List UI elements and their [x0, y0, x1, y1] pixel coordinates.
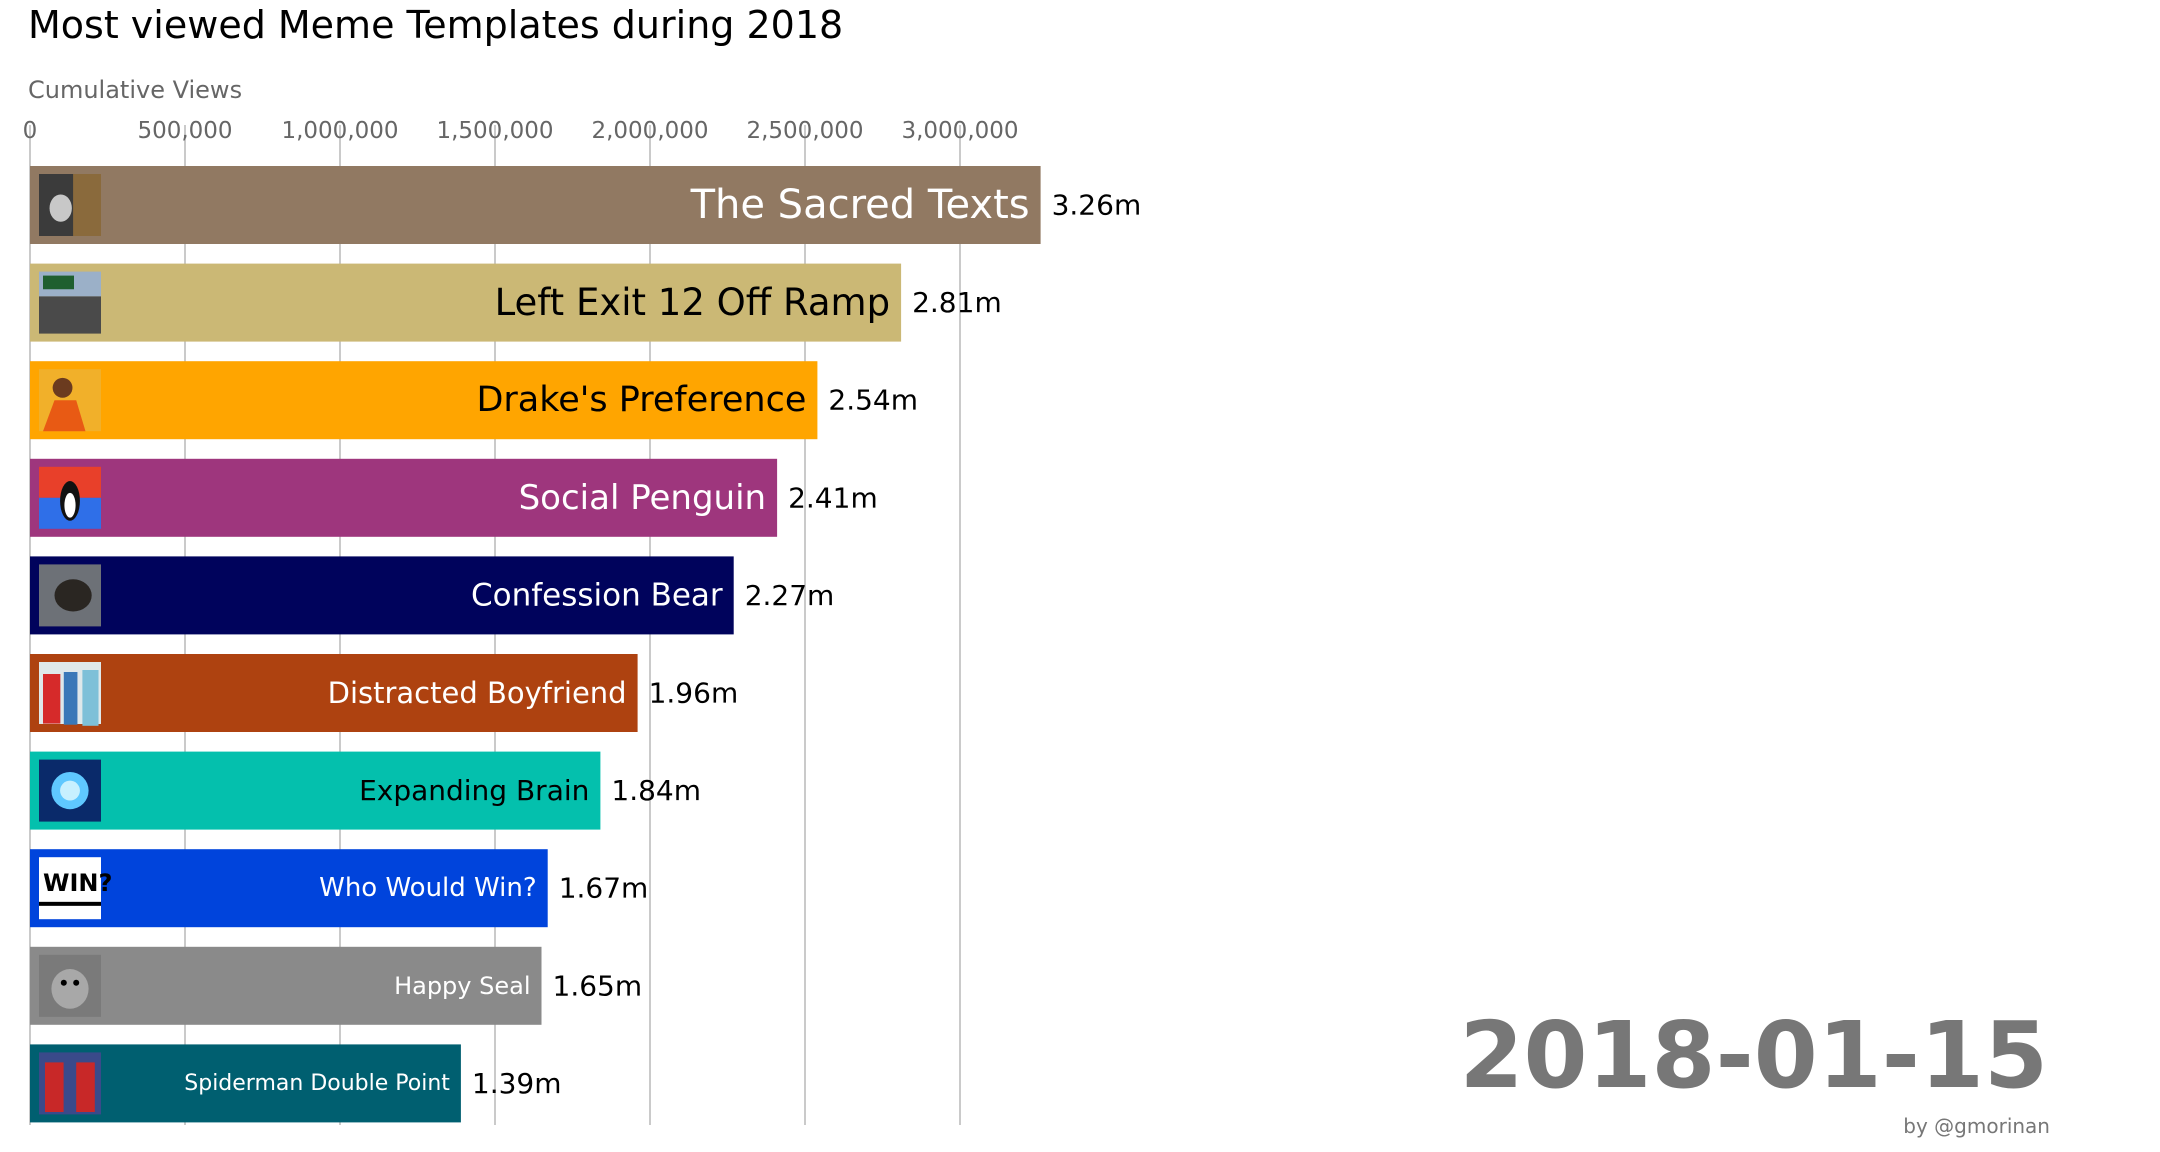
x-axis-ticks: 0 500,000 1,000,000 1,500,000 2,000,000 2,500…	[23, 118, 1019, 144]
bar-value-label: 2.54m	[828, 384, 918, 417]
bar-group: WIN? Who Would Win? 1.67m	[30, 849, 649, 928]
bar-category-label: Confession Bear	[471, 577, 723, 613]
bar	[30, 654, 638, 732]
bar-value-label: 1.67m	[559, 872, 649, 905]
bar-category-label: Left Exit 12 Off Ramp	[495, 281, 891, 324]
who-would-win-thumbnail-icon: WIN?	[39, 857, 112, 920]
exit-ramp-thumbnail-icon	[39, 271, 101, 334]
bar-group: Happy Seal 1.65m	[30, 946, 643, 1025]
chart-title: Most viewed Meme Templates during 2018	[28, 3, 843, 47]
bar-group: Left Exit 12 Off Ramp 2.81m	[30, 263, 1002, 342]
bar-category-label: Distracted Boyfriend	[328, 676, 627, 710]
bar-category-label: Happy Seal	[394, 972, 530, 1000]
bar-group: Distracted Boyfriend 1.96m	[30, 654, 738, 732]
bar-group: Social Penguin 2.41m	[30, 458, 878, 537]
x-tick-label: 500,000	[137, 118, 232, 144]
x-tick-label: 1,000,000	[281, 118, 398, 144]
date-label: 2018-01-15	[1460, 1002, 2048, 1109]
spiderman-thumbnail-icon	[39, 1052, 101, 1115]
bar	[30, 458, 778, 537]
bar-value-label: 2.27m	[745, 579, 835, 612]
bar-value-label: 2.81m	[912, 286, 1002, 319]
bar-group: Confession Bear 2.27m	[30, 556, 835, 635]
social-penguin-thumbnail-icon	[39, 466, 101, 529]
bar-category-label: Social Penguin	[519, 478, 767, 518]
bar-category-label: Expanding Brain	[359, 774, 589, 807]
x-axis-label: Cumulative Views	[28, 76, 242, 104]
bars: The Sacred Texts 3.26m Left Exit 12 Off Ra…	[30, 166, 1141, 1123]
bar-group: Expanding Brain 1.84m	[30, 751, 701, 830]
bar	[30, 556, 734, 635]
bar-category-label: The Sacred Texts	[690, 182, 1030, 228]
expanding-brain-thumbnail-icon	[39, 759, 101, 822]
bar	[30, 263, 902, 342]
bar-value-label: 2.41m	[788, 481, 878, 514]
bar-category-label: Who Would Win?	[319, 873, 537, 903]
bar	[30, 849, 548, 928]
happy-seal-thumbnail-icon	[39, 954, 101, 1017]
bar-value-label: 1.39m	[472, 1067, 562, 1100]
credit-label: by @gmorinan	[1903, 1114, 2050, 1138]
bar	[30, 751, 601, 830]
bar-category-label: Spiderman Double Point	[184, 1071, 450, 1096]
sacred-texts-thumbnail-icon	[39, 174, 101, 236]
drake-thumbnail-icon	[39, 369, 101, 432]
x-tick-label: 3,000,000	[901, 118, 1018, 144]
x-tick-label: 2,000,000	[591, 118, 708, 144]
distracted-boyfriend-thumbnail-icon	[39, 662, 101, 726]
bar	[30, 166, 1041, 244]
x-tick-label: 2,500,000	[746, 118, 863, 144]
bar-group: Spiderman Double Point 1.39m	[30, 1044, 562, 1123]
bar-group: The Sacred Texts 3.26m	[30, 166, 1141, 244]
x-tick-label: 1,500,000	[436, 118, 553, 144]
bar-category-label: Drake's Preference	[476, 380, 806, 420]
bar-value-label: 1.65m	[553, 969, 643, 1002]
bar-value-label: 3.26m	[1052, 189, 1142, 222]
bar	[30, 1044, 461, 1123]
bar	[30, 361, 818, 440]
bar-value-label: 1.84m	[611, 774, 701, 807]
bar	[30, 946, 542, 1025]
bar-value-label: 1.96m	[649, 677, 739, 710]
x-tick-label: 0	[23, 118, 38, 144]
confession-bear-thumbnail-icon	[39, 564, 101, 627]
bar-group: Drake's Preference 2.54m	[30, 361, 918, 440]
who-would-win-thumbnail-text: WIN?	[43, 869, 112, 897]
